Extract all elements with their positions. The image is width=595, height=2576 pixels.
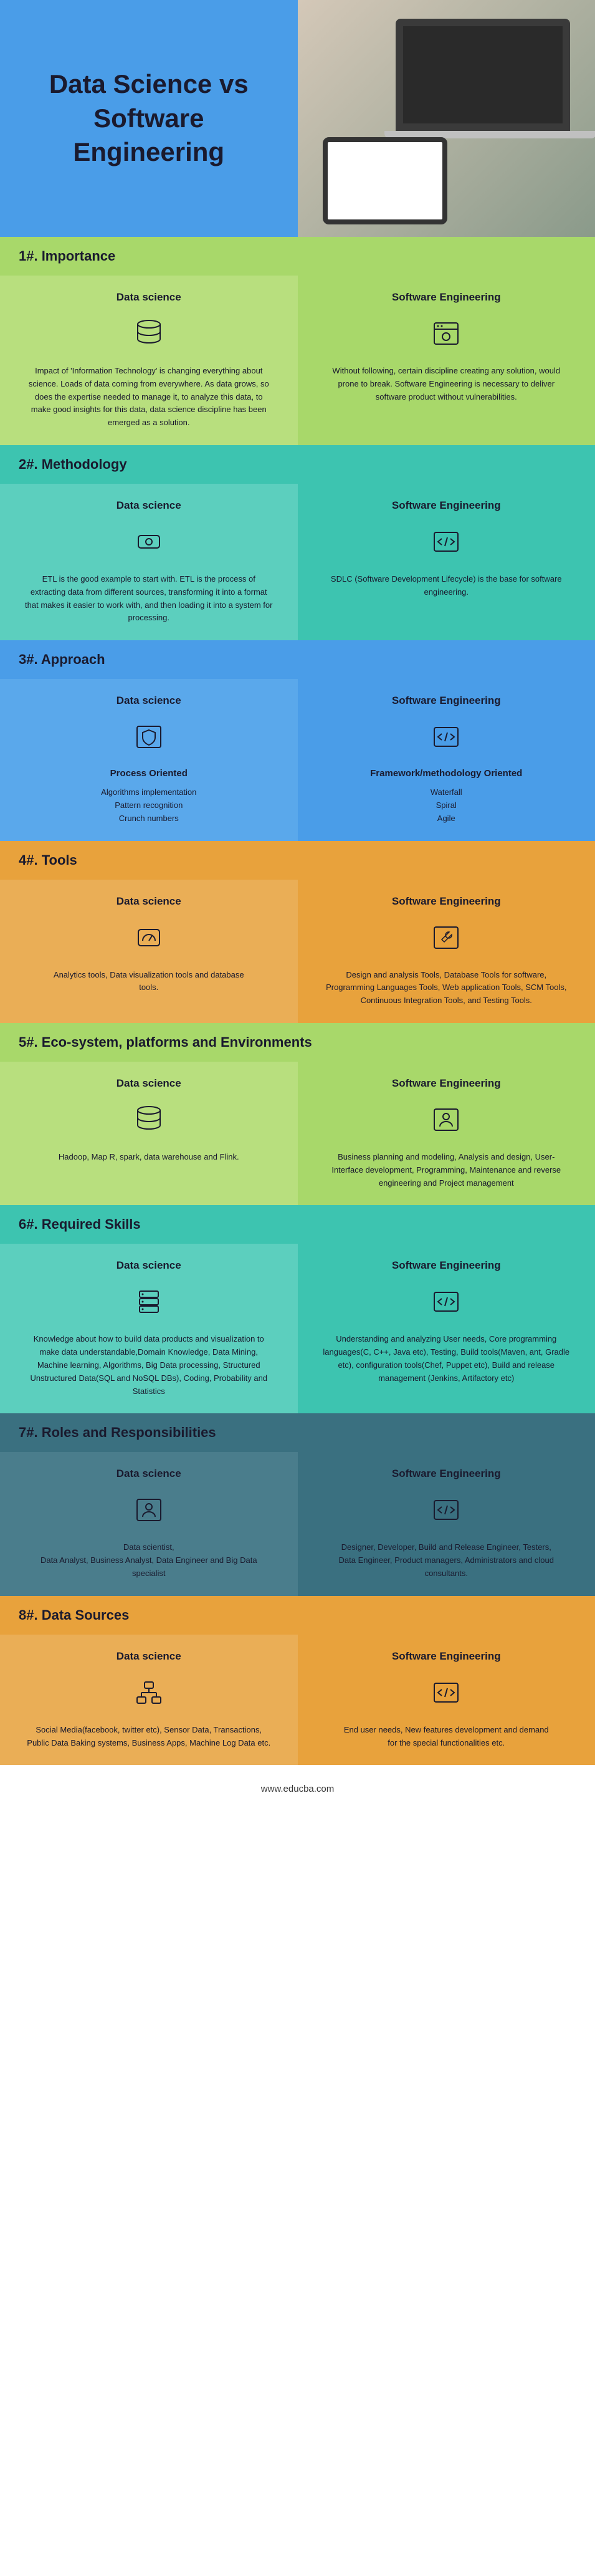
- data-science-column: Data science Data scientist, Data Analyst…: [0, 1452, 298, 1595]
- compare-row: Data science Knowledge about how to build…: [0, 1244, 595, 1413]
- page-title: Data Science vs Software Engineering: [25, 67, 273, 170]
- column-text: Understanding and analyzing User needs, …: [323, 1333, 571, 1385]
- software-engineering-column: Software Engineering SDLC (Software Devel…: [298, 484, 595, 640]
- server-icon: [130, 1283, 168, 1320]
- section-header: 7#. Roles and Responsibilities: [0, 1413, 595, 1452]
- section-header: 4#. Tools: [0, 841, 595, 880]
- gauge-icon: [130, 919, 168, 956]
- compare-row: Data science Social Media(facebook, twitt…: [0, 1635, 595, 1766]
- column-title: Software Engineering: [323, 895, 571, 908]
- compare-row: Data science Process Oriented Algorithms i…: [0, 679, 595, 840]
- column-title: Data science: [25, 895, 273, 908]
- section-2: 2#. Methodology Data science ETL is the go…: [0, 445, 595, 640]
- column-title: Data science: [25, 1077, 273, 1090]
- column-title: Software Engineering: [323, 1259, 571, 1272]
- column-title: Data science: [25, 291, 273, 304]
- software-engineering-column: Software Engineering End user needs, New …: [298, 1635, 595, 1766]
- section-1: 1#. Importance Data science Impact of 'Inf…: [0, 237, 595, 445]
- column-title: Data science: [25, 499, 273, 512]
- compare-row: Data science Data scientist, Data Analyst…: [0, 1452, 595, 1595]
- column-title: Data science: [25, 694, 273, 707]
- column-text: End user needs, New features development…: [323, 1724, 571, 1750]
- column-title: Software Engineering: [323, 291, 571, 304]
- section-header: 2#. Methodology: [0, 445, 595, 484]
- wrench-icon: [427, 919, 465, 956]
- compare-row: Data science Hadoop, Map R, spark, data w…: [0, 1062, 595, 1205]
- software-engineering-column: Software Engineering Business planning an…: [298, 1062, 595, 1205]
- drive-icon: [130, 523, 168, 560]
- column-text: Designer, Developer, Build and Release E…: [323, 1541, 571, 1580]
- code-icon: [427, 1674, 465, 1711]
- laptop-graphic: [396, 19, 570, 131]
- software-engineering-column: Software Engineering Designer, Developer,…: [298, 1452, 595, 1595]
- section-header: 5#. Eco-system, platforms and Environmen…: [0, 1023, 595, 1062]
- code-icon: [427, 523, 465, 560]
- software-engineering-column: Software Engineering Without following, c…: [298, 276, 595, 445]
- column-text: SDLC (Software Development Lifecycle) is…: [323, 573, 571, 599]
- data-science-column: Data science Knowledge about how to build…: [0, 1244, 298, 1413]
- column-title: Software Engineering: [323, 499, 571, 512]
- database-icon: [130, 1101, 168, 1138]
- software-engineering-column: Software Engineering Understanding and an…: [298, 1244, 595, 1413]
- column-text: Waterfall Spiral Agile: [323, 786, 571, 825]
- code-icon: [427, 718, 465, 756]
- column-title: Data science: [25, 1468, 273, 1480]
- compare-row: Data science ETL is the good example to s…: [0, 484, 595, 640]
- column-text: Hadoop, Map R, spark, data warehouse and…: [25, 1151, 273, 1164]
- column-text: ETL is the good example to start with. E…: [25, 573, 273, 625]
- data-science-column: Data science Impact of 'Information Techn…: [0, 276, 298, 445]
- section-8: 8#. Data Sources Data science Social Media…: [0, 1596, 595, 1766]
- code-icon: [427, 1283, 465, 1320]
- column-title: Software Engineering: [323, 1468, 571, 1480]
- column-title: Software Engineering: [323, 1077, 571, 1090]
- section-header: 1#. Importance: [0, 237, 595, 276]
- window-icon: [427, 315, 465, 352]
- shield-icon: [130, 718, 168, 756]
- section-header: 3#. Approach: [0, 640, 595, 679]
- column-title: Data science: [25, 1259, 273, 1272]
- section-5: 5#. Eco-system, platforms and Environmen…: [0, 1023, 595, 1205]
- column-text: Social Media(facebook, twitter etc), Sen…: [25, 1724, 273, 1750]
- section-header: 8#. Data Sources: [0, 1596, 595, 1635]
- section-4: 4#. Tools Data science Analytics tools, Da…: [0, 841, 595, 1023]
- column-text: Knowledge about how to build data produc…: [25, 1333, 273, 1398]
- column-text: Impact of 'Information Technology' is ch…: [25, 365, 273, 430]
- compare-row: Data science Analytics tools, Data visual…: [0, 880, 595, 1023]
- column-title: Software Engineering: [323, 694, 571, 707]
- column-subtitle: Framework/methodology Oriented: [323, 768, 571, 779]
- column-subtitle: Process Oriented: [25, 768, 273, 779]
- column-text: Algorithms implementation Pattern recogn…: [25, 786, 273, 825]
- data-science-column: Data science Hadoop, Map R, spark, data w…: [0, 1062, 298, 1205]
- compare-row: Data science Impact of 'Information Techn…: [0, 276, 595, 445]
- column-text: Design and analysis Tools, Database Tool…: [323, 969, 571, 1007]
- footer: www.educba.com: [0, 1765, 595, 1813]
- database-icon: [130, 315, 168, 352]
- hero-title-panel: Data Science vs Software Engineering: [0, 0, 298, 237]
- software-engineering-column: Software Engineering Framework/methodolog…: [298, 679, 595, 840]
- data-science-column: Data science Analytics tools, Data visual…: [0, 880, 298, 1023]
- user-icon: [427, 1101, 465, 1138]
- column-text: Without following, certain discipline cr…: [323, 365, 571, 403]
- code-icon: [427, 1491, 465, 1529]
- section-6: 6#. Required Skills Data science Knowledge…: [0, 1205, 595, 1413]
- hero: Data Science vs Software Engineering: [0, 0, 595, 237]
- section-header: 6#. Required Skills: [0, 1205, 595, 1244]
- data-science-column: Data science ETL is the good example to s…: [0, 484, 298, 640]
- tablet-graphic: [323, 137, 447, 224]
- network-icon: [130, 1674, 168, 1711]
- section-7: 7#. Roles and ResponsibilitiesData scien…: [0, 1413, 595, 1595]
- column-text: Analytics tools, Data visualization tool…: [25, 969, 273, 995]
- data-science-column: Data science Social Media(facebook, twitt…: [0, 1635, 298, 1766]
- footer-url: www.educba.com: [261, 1784, 335, 1794]
- column-text: Business planning and modeling, Analysis…: [323, 1151, 571, 1189]
- software-engineering-column: Software Engineering Design and analysis …: [298, 880, 595, 1023]
- column-title: Data science: [25, 1650, 273, 1663]
- data-science-column: Data science Process Oriented Algorithms i…: [0, 679, 298, 840]
- sections-container: 1#. Importance Data science Impact of 'Inf…: [0, 237, 595, 1765]
- column-title: Software Engineering: [323, 1650, 571, 1663]
- hero-image-panel: [298, 0, 595, 237]
- user-icon: [130, 1491, 168, 1529]
- section-3: 3#. Approach Data science Process Oriented…: [0, 640, 595, 840]
- column-text: Data scientist, Data Analyst, Business A…: [25, 1541, 273, 1580]
